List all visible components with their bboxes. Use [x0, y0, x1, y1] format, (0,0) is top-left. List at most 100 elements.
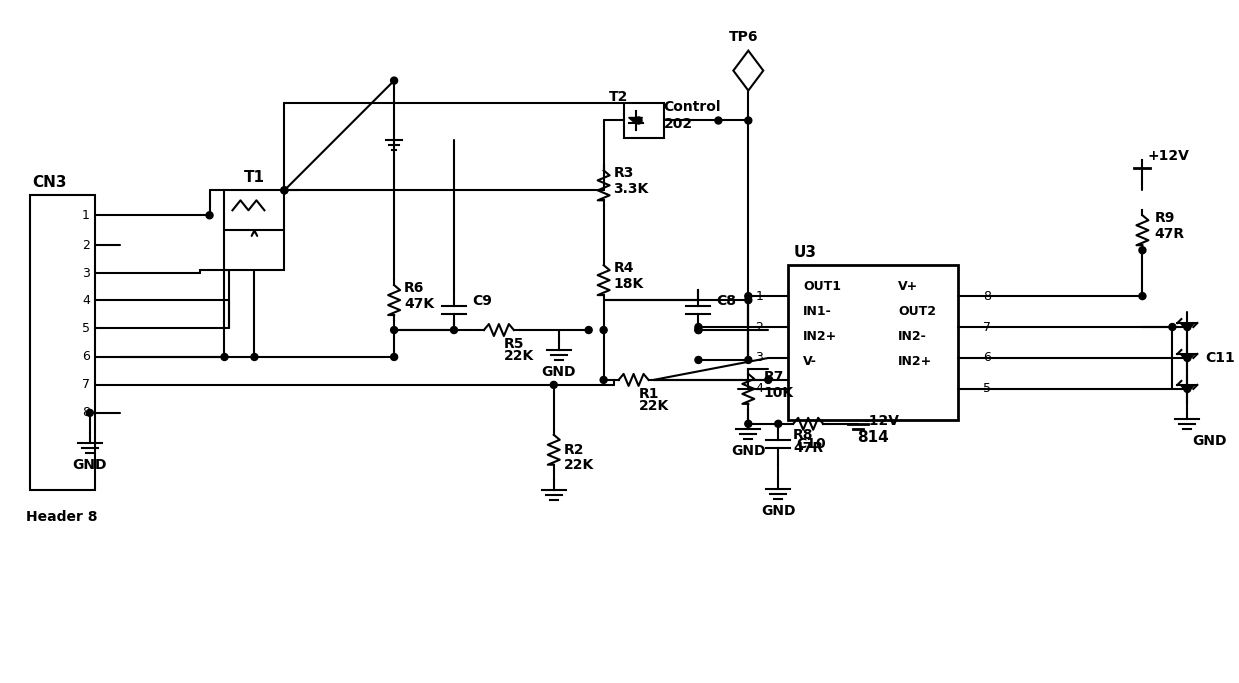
Text: T2: T2 [608, 90, 628, 104]
Text: +12V: +12V [1147, 150, 1189, 163]
Circle shape [745, 292, 752, 300]
Bar [30, 195, 95, 490]
Text: C8: C8 [716, 294, 736, 308]
Circle shape [745, 117, 752, 124]
Circle shape [281, 187, 287, 194]
Text: 7: 7 [82, 378, 89, 391]
Text: 5: 5 [983, 382, 991, 395]
Polygon shape [1181, 323, 1194, 331]
Text: R7: R7 [763, 370, 783, 384]
Text: 10K: 10K [763, 386, 793, 400]
Text: 8: 8 [82, 406, 89, 419]
Text: -12V: -12V [864, 414, 900, 428]
Text: GND: GND [541, 365, 576, 379]
Text: 3.3K: 3.3K [613, 182, 649, 196]
Circle shape [715, 117, 722, 124]
Circle shape [87, 409, 93, 417]
Text: Header 8: Header 8 [26, 510, 98, 524]
Circle shape [550, 381, 558, 389]
Text: 2: 2 [82, 239, 89, 252]
Text: T1: T1 [244, 170, 265, 185]
Text: 47K: 47K [404, 297, 434, 311]
Text: IN2+: IN2+ [898, 355, 932, 368]
Bar [224, 191, 285, 270]
Text: 4: 4 [82, 294, 89, 307]
Circle shape [695, 326, 703, 333]
Text: R3: R3 [613, 167, 634, 180]
Circle shape [764, 376, 772, 383]
Bar [788, 265, 958, 420]
Text: R1: R1 [638, 387, 659, 401]
Text: GND: GND [761, 503, 795, 518]
Circle shape [600, 376, 607, 383]
Circle shape [585, 326, 592, 333]
Circle shape [1183, 385, 1191, 393]
Text: 22K: 22K [564, 458, 593, 472]
Polygon shape [1181, 354, 1194, 362]
Circle shape [695, 326, 703, 333]
Text: IN1-: IN1- [803, 305, 831, 318]
Text: V-: V- [803, 355, 817, 368]
Circle shape [252, 354, 258, 361]
Text: 8: 8 [983, 290, 991, 303]
Text: R9: R9 [1155, 211, 1175, 225]
Text: R8: R8 [793, 428, 814, 442]
Polygon shape [1181, 385, 1194, 393]
Text: GND: GND [1192, 434, 1227, 448]
Text: V+: V+ [898, 280, 918, 293]
Text: 47R: 47R [793, 441, 824, 455]
Text: C11: C11 [1206, 351, 1235, 365]
Text: U3: U3 [793, 245, 817, 260]
Circle shape [695, 357, 703, 363]
Text: TP6: TP6 [729, 29, 758, 44]
Text: 4: 4 [756, 382, 763, 395]
Text: CN3: CN3 [32, 176, 67, 191]
Circle shape [1139, 247, 1146, 253]
Text: 814: 814 [857, 430, 888, 445]
Text: R2: R2 [564, 443, 585, 457]
Circle shape [745, 296, 752, 303]
Text: IN2-: IN2- [898, 330, 927, 343]
Text: OUT2: OUT2 [898, 305, 935, 318]
Text: 3: 3 [756, 352, 763, 365]
Circle shape [221, 354, 228, 361]
Text: 7: 7 [983, 320, 991, 333]
Text: IN2+: IN2+ [803, 330, 838, 343]
Circle shape [745, 357, 752, 363]
Text: R4: R4 [613, 261, 634, 275]
Text: C10: C10 [797, 436, 826, 451]
Circle shape [636, 117, 642, 124]
Text: 18K: 18K [613, 277, 644, 291]
Polygon shape [628, 117, 643, 124]
Circle shape [695, 324, 703, 331]
Circle shape [1139, 292, 1146, 300]
Bar [623, 103, 664, 138]
Circle shape [451, 326, 457, 333]
Text: Control
202: Control 202 [664, 100, 721, 130]
Text: 5: 5 [82, 322, 89, 335]
Text: 22K: 22K [638, 399, 669, 413]
Circle shape [745, 420, 752, 428]
Circle shape [1183, 354, 1191, 361]
Circle shape [600, 326, 607, 333]
Text: GND: GND [73, 458, 107, 472]
Text: 22K: 22K [504, 349, 534, 363]
Circle shape [390, 77, 398, 84]
Text: 6: 6 [82, 350, 89, 363]
Circle shape [1168, 324, 1176, 331]
Text: 6: 6 [983, 352, 991, 365]
Circle shape [281, 187, 287, 194]
Text: C9: C9 [472, 294, 492, 308]
Text: OUT1: OUT1 [803, 280, 841, 293]
Text: 1: 1 [756, 290, 763, 303]
Text: R5: R5 [504, 337, 524, 351]
Text: GND: GND [731, 444, 766, 458]
Text: R6: R6 [404, 281, 425, 295]
Text: 47R: 47R [1155, 227, 1184, 241]
Circle shape [390, 326, 398, 333]
Circle shape [206, 212, 213, 219]
Circle shape [390, 354, 398, 361]
Text: 1: 1 [82, 209, 89, 222]
Circle shape [774, 420, 782, 428]
Text: 3: 3 [82, 266, 89, 279]
